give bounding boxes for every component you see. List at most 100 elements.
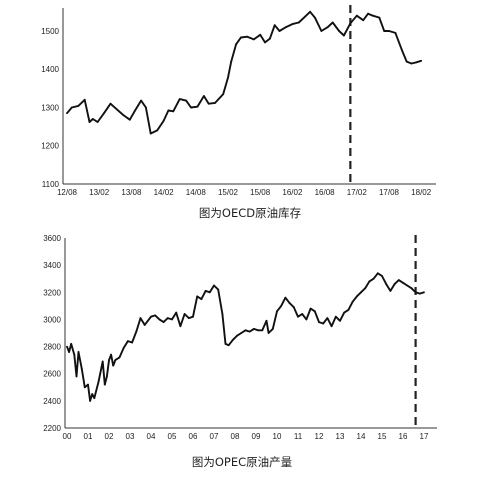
- oecd-data-point: [145, 106, 147, 109]
- opec-data-point: [171, 318, 173, 321]
- opec-x-tick-label: 08: [231, 432, 240, 441]
- oecd-data-point: [320, 30, 323, 32]
- opec-data-point: [80, 367, 83, 370]
- opec-data-point: [217, 288, 220, 291]
- opec-data-point: [66, 345, 68, 348]
- oecd-data-point: [383, 30, 386, 32]
- opec-y-tick-label: 3000: [43, 315, 61, 324]
- oecd-data-point: [178, 98, 181, 100]
- opec-x-tick-label: 03: [126, 432, 135, 441]
- oecd-data-point: [297, 21, 300, 24]
- oecd-data-point: [185, 99, 188, 102]
- oecd-data-point: [235, 43, 238, 46]
- opec-data-point: [135, 330, 138, 333]
- opec-data-point: [70, 343, 73, 345]
- opec-data-point: [97, 381, 100, 383]
- oecd-data-point: [362, 19, 365, 22]
- opec-x-tick-label: 16: [399, 432, 408, 441]
- oecd-data-point: [264, 41, 266, 44]
- oecd-data-point: [420, 59, 423, 62]
- opec-data-point: [240, 332, 243, 334]
- opec-data-point: [326, 317, 329, 319]
- opec-data-point: [280, 305, 283, 307]
- opec-data-point: [91, 393, 94, 395]
- opec-y-tick-label: 3600: [43, 234, 61, 243]
- opec-data-point: [158, 318, 161, 321]
- oecd-x-tick-label: 15/08: [250, 188, 271, 197]
- opec-data-point: [236, 334, 239, 337]
- oecd-data-point: [230, 60, 233, 63]
- opec-data-point: [288, 302, 291, 304]
- opec-x-tick-labels: 00 01 02 03 04 05 06 07 08 09 10 11 12 13 14 15 16 17: [63, 432, 429, 441]
- opec-data-point: [77, 351, 80, 353]
- opec-data-point: [75, 375, 78, 378]
- oecd-y-tick-labels: 1100 1200 1300 1400 1500: [41, 27, 59, 189]
- opec-data-point: [68, 351, 70, 353]
- opec-data-point: [330, 325, 333, 328]
- opec-x-tick-label: 13: [336, 432, 345, 441]
- oecd-data-point: [203, 95, 205, 97]
- opec-data-point: [139, 317, 142, 319]
- oecd-data-point: [207, 102, 210, 105]
- oecd-data-point: [91, 118, 94, 120]
- opec-data-point: [418, 292, 421, 295]
- opec-data-point: [112, 364, 115, 367]
- oecd-x-tick-label: 13/02: [89, 188, 110, 197]
- opec-y-tick-label: 3400: [43, 261, 61, 270]
- oecd-data-point: [273, 24, 276, 27]
- oecd-x-tick-label: 18/02: [411, 188, 432, 197]
- opec-data-point: [402, 281, 404, 284]
- opec-y-tick-labels: 2200 2400 2600 2800 3000 3200 3400 3600: [43, 234, 61, 433]
- oecd-data-point: [116, 108, 118, 111]
- opec-data-point: [372, 277, 375, 280]
- opec-x-tick-label: 17: [420, 432, 429, 441]
- opec-data-point: [118, 356, 121, 359]
- opec-x-tick-label: 04: [147, 432, 156, 441]
- oecd-data-point: [133, 110, 136, 113]
- opec-data-point: [175, 311, 178, 314]
- opec-data-point: [101, 360, 104, 363]
- opec-data-point: [381, 275, 383, 277]
- opec-y-tick-label: 2600: [43, 370, 61, 379]
- oecd-data-point: [149, 132, 152, 135]
- oecd-data-point: [103, 112, 105, 115]
- oecd-x-tick-label: 14/02: [154, 188, 175, 197]
- opec-data-point: [208, 291, 211, 294]
- oecd-data-point: [405, 60, 408, 63]
- oecd-data-point: [355, 14, 358, 17]
- opec-data-point: [114, 359, 117, 361]
- opec-data-point: [334, 315, 337, 318]
- oecd-data-point: [314, 16, 316, 19]
- opec-data-point: [347, 309, 350, 311]
- opec-data-point: [127, 340, 129, 342]
- opec-data-point: [292, 306, 295, 309]
- opec-data-point: [244, 329, 247, 332]
- oecd-data-point: [140, 99, 143, 102]
- opec-series-line: [66, 272, 425, 402]
- oecd-data-point: [285, 26, 287, 28]
- opec-data-point: [89, 400, 91, 402]
- opec-chart-title: 图为OPEC原油产量: [192, 455, 292, 469]
- opec-data-point: [196, 295, 199, 298]
- oecd-data-point: [388, 30, 390, 32]
- opec-data-point: [368, 280, 371, 283]
- oecd-x-tick-label: 16/02: [282, 188, 303, 197]
- opec-data-point: [393, 283, 396, 285]
- oecd-data-point: [343, 34, 345, 37]
- opec-data-point: [265, 319, 268, 322]
- opec-data-point: [376, 272, 379, 275]
- opec-data-point: [108, 359, 110, 361]
- oecd-y-tick-label: 1400: [41, 65, 59, 74]
- opec-x-tick-label: 00: [63, 432, 72, 441]
- opec-data-point: [232, 338, 234, 341]
- opec-data-point: [248, 330, 251, 333]
- oecd-data-point: [259, 33, 262, 36]
- opec-data-point: [162, 321, 165, 323]
- opec-data-point: [179, 325, 182, 328]
- opec-x-tick-label: 02: [105, 432, 114, 441]
- opec-data-point: [221, 313, 224, 315]
- opec-data-point: [313, 310, 316, 313]
- opec-x-tick-label: 01: [84, 432, 93, 441]
- oecd-x-tick-label: 15/02: [218, 188, 239, 197]
